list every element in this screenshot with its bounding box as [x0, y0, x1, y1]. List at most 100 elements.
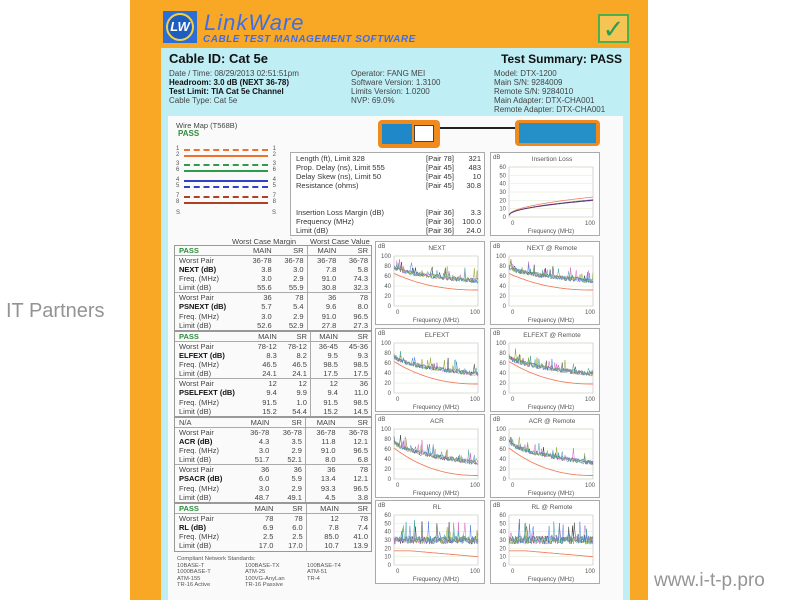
y-axis-label: dB — [378, 331, 385, 337]
y-tick-label: 0 — [503, 215, 507, 221]
y-tick-label: 0 — [503, 563, 507, 569]
row-label: ACR (dB) — [179, 437, 213, 447]
main-sn: Main S/N: 9284009 — [494, 78, 563, 87]
row-label: PSNEXT (dB) — [179, 302, 227, 312]
linkware-logo: LW — [163, 11, 197, 43]
y-axis-label: dB — [493, 155, 500, 161]
x-tick-label: 0 — [511, 310, 515, 316]
pin-label: 2 — [272, 152, 276, 158]
compliant-standards: Compliant Network Standards: 10BASE-T 100… — [177, 556, 367, 589]
y-tick-label: 20 — [499, 198, 506, 204]
limit-line — [393, 447, 478, 476]
y-tick-label: 50 — [499, 173, 506, 179]
pin-label: 3 — [176, 161, 180, 167]
row-pair: [Pair 36] — [426, 208, 454, 217]
table: PASS MAIN SR MAIN SR Worst Pair 78-12 78-12 36-4… — [175, 332, 371, 416]
table-row: Freq. (MHz) 3.0 2.9 91.0 96.5 — [175, 446, 371, 456]
chart-title: ACR — [430, 418, 444, 425]
y-tick-label: 50 — [499, 521, 506, 527]
standard-item: TR-4 — [307, 575, 320, 582]
chart-next: NEXT dB 0 20 40 60 80 100 0 100 Frequency (MHz) — [375, 241, 485, 325]
y-axis-label: dB — [493, 417, 500, 423]
cell-value: 48.7 — [254, 492, 270, 502]
main-tester-image — [378, 120, 440, 148]
cell-value: 6.9 — [262, 523, 274, 533]
x-axis-label: Frequency (MHz) — [528, 577, 574, 583]
table-row: PSNEXT (dB) 5.7 5.4 9.6 8.0 — [175, 302, 371, 312]
x-tick-label: 100 — [585, 569, 596, 575]
cell-value: 9.4 — [309, 388, 341, 398]
y-tick-label: 10 — [499, 207, 506, 213]
y-tick-label: 100 — [496, 341, 507, 347]
row-label: Worst Pair — [179, 428, 214, 437]
column-header: MAIN — [305, 504, 342, 514]
table-status: PASS — [175, 246, 244, 256]
row-label: Freq. (MHz) — [179, 397, 219, 407]
cell-value: 78-12 — [287, 342, 307, 351]
pin-label: 5 — [272, 183, 276, 189]
column-header: SR — [274, 246, 307, 256]
row-pair: [Pair 45] — [426, 163, 454, 172]
cell-value: 8.0 — [357, 302, 368, 312]
column-header: MAIN — [239, 418, 273, 428]
cell-value: 12 — [309, 378, 341, 389]
cell-value: 30.8 — [306, 283, 340, 293]
table-row: Worst Pair 78-12 78-12 36-45 45-36 — [175, 341, 371, 351]
x-tick-label: 0 — [511, 397, 515, 403]
cell-value: 36-78 — [348, 428, 368, 437]
y-tick-label: 0 — [388, 304, 392, 310]
chart-svg: NEXT dB 0 20 40 60 80 100 0 100 Frequency (MHz) — [378, 244, 481, 324]
chart-elfext-remote: ELFEXT @ Remote dB 0 20 40 60 80 100 0 100 Frequen… — [490, 328, 600, 412]
pin-label: 2 — [176, 152, 180, 158]
y-tick-label: 30 — [499, 538, 506, 544]
cell-value: 12.1 — [353, 474, 368, 484]
length-summary-box: Length (ft), Limit 328 [Pair 78] 321 Prop. … — [290, 152, 485, 236]
table-status: N/A — [175, 418, 240, 428]
cell-value: 3.0 — [261, 274, 272, 284]
column-header: MAIN — [243, 246, 275, 256]
cell-value: 91.0 — [306, 274, 340, 284]
table-header: N/A MAIN SR MAIN SR — [175, 418, 371, 428]
pin-label: 1 — [272, 146, 276, 152]
y-tick-label: 60 — [384, 361, 391, 367]
row-label: RL (dB) — [179, 523, 206, 533]
cell-value: 13.4 — [304, 474, 339, 484]
y-tick-label: 80 — [384, 264, 391, 270]
y-tick-label: 80 — [499, 264, 506, 270]
remote-sn: Remote S/N: 9284010 — [494, 87, 574, 96]
row-label: Worst Pair — [175, 464, 240, 475]
y-tick-label: 40 — [384, 457, 391, 463]
cell-value: 11.0 — [353, 388, 368, 398]
watermark-url: www.i-t-p.pro — [654, 570, 765, 591]
cell-value: 52.1 — [287, 455, 302, 465]
column-header: MAIN — [304, 418, 339, 428]
pair-trace — [393, 351, 479, 376]
pin-label: 1 — [176, 146, 180, 152]
table-row: Worst Pair 36 36 36 78 — [175, 464, 371, 475]
y-tick-label: 40 — [499, 371, 506, 377]
cell-value: 2.5 — [292, 532, 303, 542]
standard-item: ATM-51 — [307, 569, 328, 576]
length-row: Prop. Delay (ns), Limit 555 [Pair 45] 483 — [296, 163, 481, 172]
y-tick-label: 50 — [384, 521, 391, 527]
pin-label: 4 — [176, 177, 180, 183]
length-row: Frequency (MHz) [Pair 36] 100.0 — [296, 217, 481, 226]
row-label: Frequency (MHz) — [296, 217, 354, 226]
x-tick-label: 100 — [585, 483, 596, 489]
remote-tester-image — [515, 120, 600, 146]
cell-value: 36 — [340, 378, 371, 389]
y-tick-label: 60 — [499, 274, 506, 280]
pair-trace — [508, 266, 594, 284]
chart-svg: ACR @ Remote dB 0 20 40 60 80 100 0 100 Frequency … — [493, 417, 596, 497]
x-tick-label: 100 — [470, 483, 481, 489]
wire-line — [184, 180, 268, 182]
x-tick-label: 0 — [396, 397, 400, 403]
cell-value: 3.0 — [258, 483, 270, 493]
cell-value: 4.5 — [304, 492, 339, 502]
wire-line — [184, 186, 268, 188]
chart-svg: RL dB 0 10 20 30 40 50 60 0 100 Frequency (MHz) — [378, 503, 481, 583]
pin-label: 5 — [176, 183, 180, 189]
y-tick-label: 30 — [499, 190, 506, 196]
standards-title: Compliant Network Standards: — [177, 556, 256, 562]
